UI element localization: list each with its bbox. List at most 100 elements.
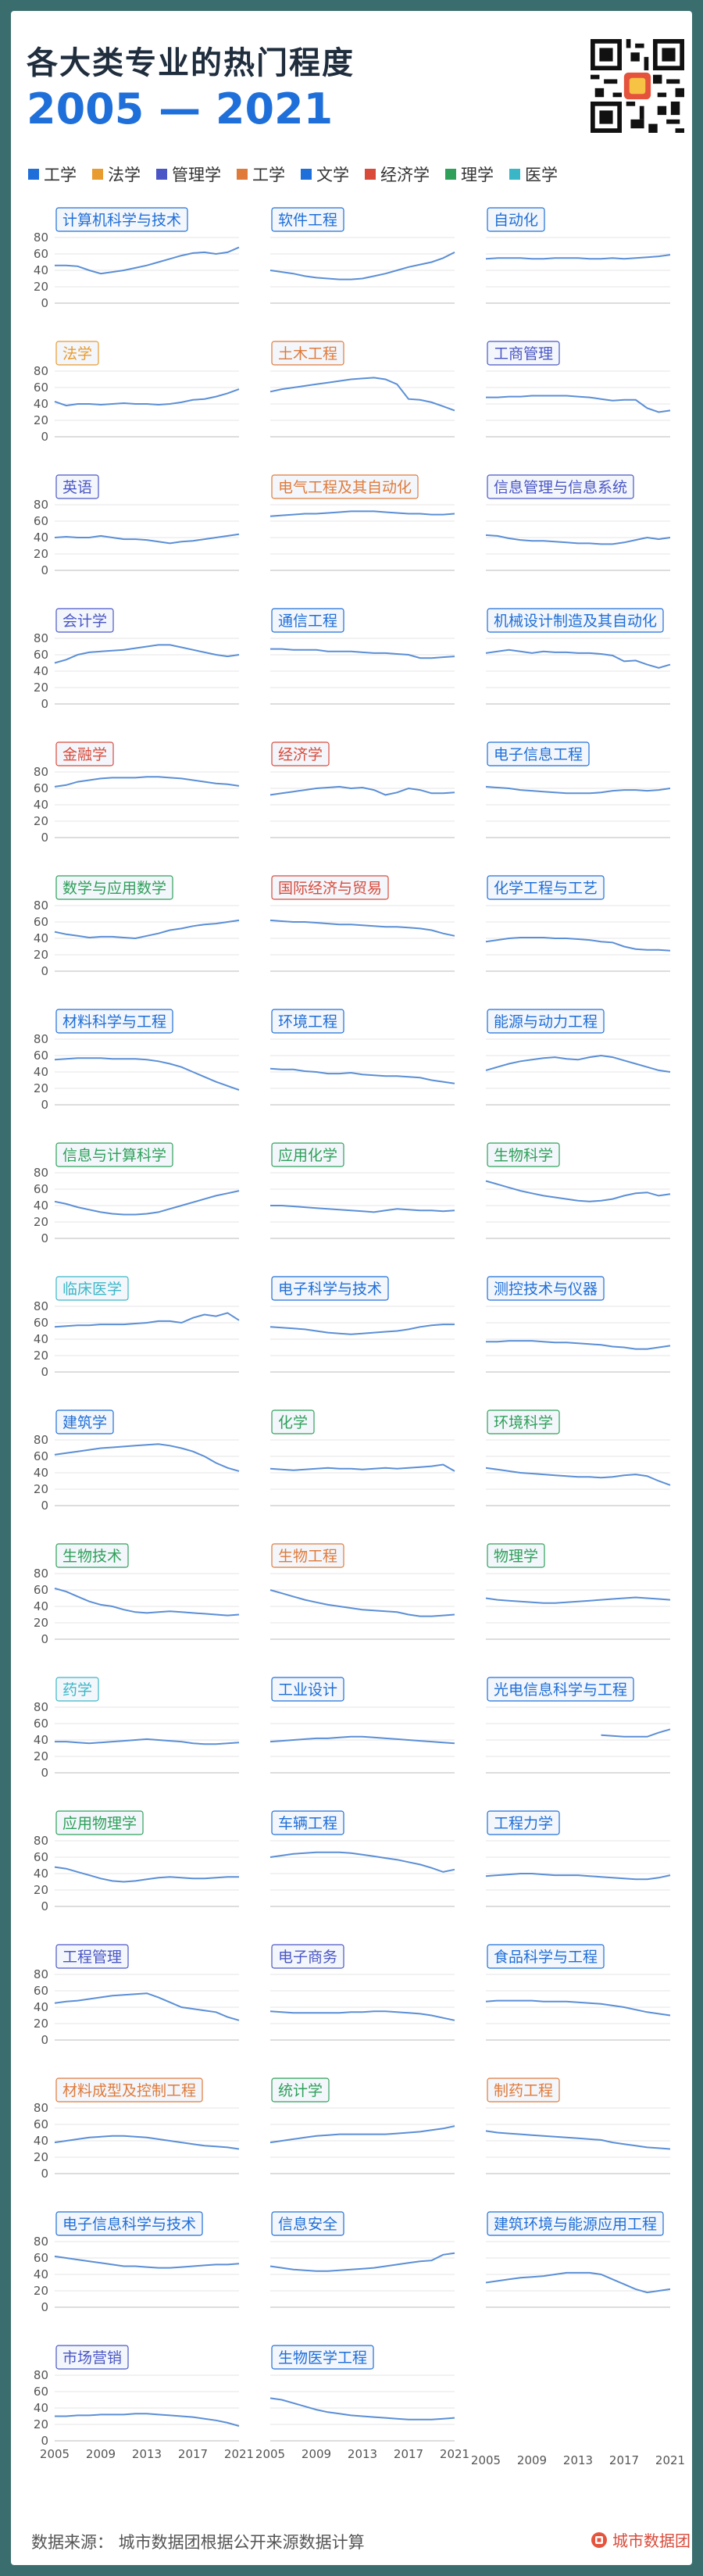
panel-title-box xyxy=(55,341,99,366)
legend-item: 管理学 xyxy=(156,163,221,186)
panel-title-box xyxy=(487,875,605,900)
panel-title-box xyxy=(55,1677,99,1702)
y-tick-label: 60 xyxy=(34,1850,48,1864)
panel: 统计学 xyxy=(269,2078,455,2174)
x-tick-label: 2005 xyxy=(471,2453,501,2467)
panel-title: 电子科学与技术 xyxy=(278,1281,382,1298)
x-tick-label: 2021 xyxy=(440,2447,469,2461)
panel: 工商管理 xyxy=(486,341,671,438)
y-tick-label: 40 xyxy=(34,1733,48,1747)
panel-title-box xyxy=(487,1142,560,1167)
panel-title-box xyxy=(271,1142,344,1167)
panel-title: 材料科学与工程 xyxy=(62,1013,166,1031)
panel: 材料成型及控制工程 0 20 40 60 80 xyxy=(34,2078,240,2181)
panel-title-box xyxy=(271,1944,344,1969)
series-line xyxy=(54,1866,239,1883)
panel-title-box xyxy=(487,1944,605,1969)
panel-title: 能源与动力工程 xyxy=(494,1013,598,1031)
series-line xyxy=(269,252,455,280)
panel: 金融学 0 20 40 60 80 xyxy=(34,741,240,845)
x-tick-label: 2017 xyxy=(609,2453,639,2467)
legend-swatch xyxy=(92,169,103,180)
y-tick-label: 20 xyxy=(34,1482,48,1496)
series-line xyxy=(485,1467,671,1486)
y-tick-label: 0 xyxy=(41,1098,48,1112)
panel: 光电信息科学与工程 xyxy=(486,1677,671,1774)
x-tick-label: 2013 xyxy=(348,2447,377,2461)
panel: 工业设计 xyxy=(269,1677,455,1774)
panel-title: 统计学 xyxy=(278,2082,323,2099)
panel-title: 通信工程 xyxy=(278,613,337,630)
panel-title: 建筑环境与能源应用工程 xyxy=(494,2216,657,2233)
panel-title: 临床医学 xyxy=(62,1281,122,1298)
series-line xyxy=(270,1205,455,1213)
legend-item: 工学 xyxy=(28,163,77,186)
brand-icon xyxy=(591,2531,607,2548)
legend-item: 文学 xyxy=(301,163,349,186)
panel: 化学工程与工艺 xyxy=(485,875,671,972)
panel: 应用化学 xyxy=(270,1142,455,1239)
panel: 应用物理学 0 20 40 60 80 xyxy=(34,1810,239,1913)
legend-swatch xyxy=(237,169,248,180)
y-tick-label: 60 xyxy=(34,1049,48,1063)
panel-title-box xyxy=(271,1009,344,1034)
legend-item: 法学 xyxy=(92,163,141,186)
panel: 化学 xyxy=(269,1409,455,1506)
panel: 信息与计算科学 0 20 40 60 80 xyxy=(34,1142,240,1245)
series-line xyxy=(54,1190,240,1216)
x-tick-label: 2017 xyxy=(178,2447,208,2461)
panel: 材料科学与工程 0 20 40 60 80 xyxy=(34,1009,240,1112)
panel-title-box xyxy=(271,474,419,499)
series-line xyxy=(269,1735,455,1745)
panel-title: 法学 xyxy=(62,345,92,363)
y-tick-label: 40 xyxy=(34,1466,48,1480)
y-tick-label: 40 xyxy=(34,531,48,545)
legend-label: 医学 xyxy=(525,166,558,184)
panel: 建筑环境与能源应用工程 xyxy=(485,2211,671,2308)
panel-title: 机械设计制造及其自动化 xyxy=(494,613,657,630)
panel-title: 电子商务 xyxy=(278,1949,337,1966)
series-line xyxy=(485,1180,671,1202)
y-tick-label: 60 xyxy=(34,1182,48,1196)
legend-label: 文学 xyxy=(316,166,349,184)
panel: 制药工程 xyxy=(485,2078,671,2174)
panel-title-box xyxy=(487,1009,605,1034)
panel-title: 制药工程 xyxy=(494,2082,553,2099)
panel: 法学 0 20 40 60 80 xyxy=(34,341,240,444)
panel-title-box xyxy=(271,1543,344,1568)
panel: 生物工程 xyxy=(269,1543,455,1640)
panel-title-box xyxy=(487,608,664,633)
series-line xyxy=(269,2010,455,2021)
panel: 电子商务 xyxy=(269,1944,455,2041)
legend-label: 理学 xyxy=(461,166,494,184)
series-line xyxy=(485,1054,671,1073)
panel: 测控技术与仪器 xyxy=(486,1276,671,1373)
legend-item: 经济学 xyxy=(365,163,430,186)
panel-title: 化学工程与工艺 xyxy=(494,880,598,897)
y-tick-label: 20 xyxy=(34,1215,48,1229)
panel: 软件工程 xyxy=(269,207,455,304)
y-tick-label: 40 xyxy=(34,2401,48,2415)
y-tick-label: 0 xyxy=(41,1231,48,1245)
qr-code-icon[interactable] xyxy=(591,39,684,133)
y-tick-label: 0 xyxy=(41,697,48,711)
series-line xyxy=(269,2125,455,2144)
legend-item: 工学 xyxy=(237,163,285,186)
x-tick-label: 2021 xyxy=(224,2447,254,2461)
panel-title: 工程管理 xyxy=(62,1949,122,1966)
series-line xyxy=(485,2271,671,2294)
y-tick-label: 20 xyxy=(34,547,48,561)
y-tick-label: 80 xyxy=(34,899,48,913)
panel-title-box xyxy=(55,741,114,766)
y-tick-label: 60 xyxy=(34,1583,48,1597)
series-line xyxy=(269,1463,455,1472)
y-tick-label: 80 xyxy=(34,1834,48,1848)
y-tick-label: 80 xyxy=(34,1967,48,1981)
series-line xyxy=(269,919,455,937)
panel-title-box xyxy=(55,1276,129,1301)
panel: 工程管理 0 20 40 60 80 xyxy=(34,1944,240,2047)
legend-label: 经济学 xyxy=(380,166,430,184)
panel: 会计学 0 20 40 60 80 xyxy=(34,608,240,711)
panel: 临床医学 0 20 40 60 80 xyxy=(34,1276,240,1379)
